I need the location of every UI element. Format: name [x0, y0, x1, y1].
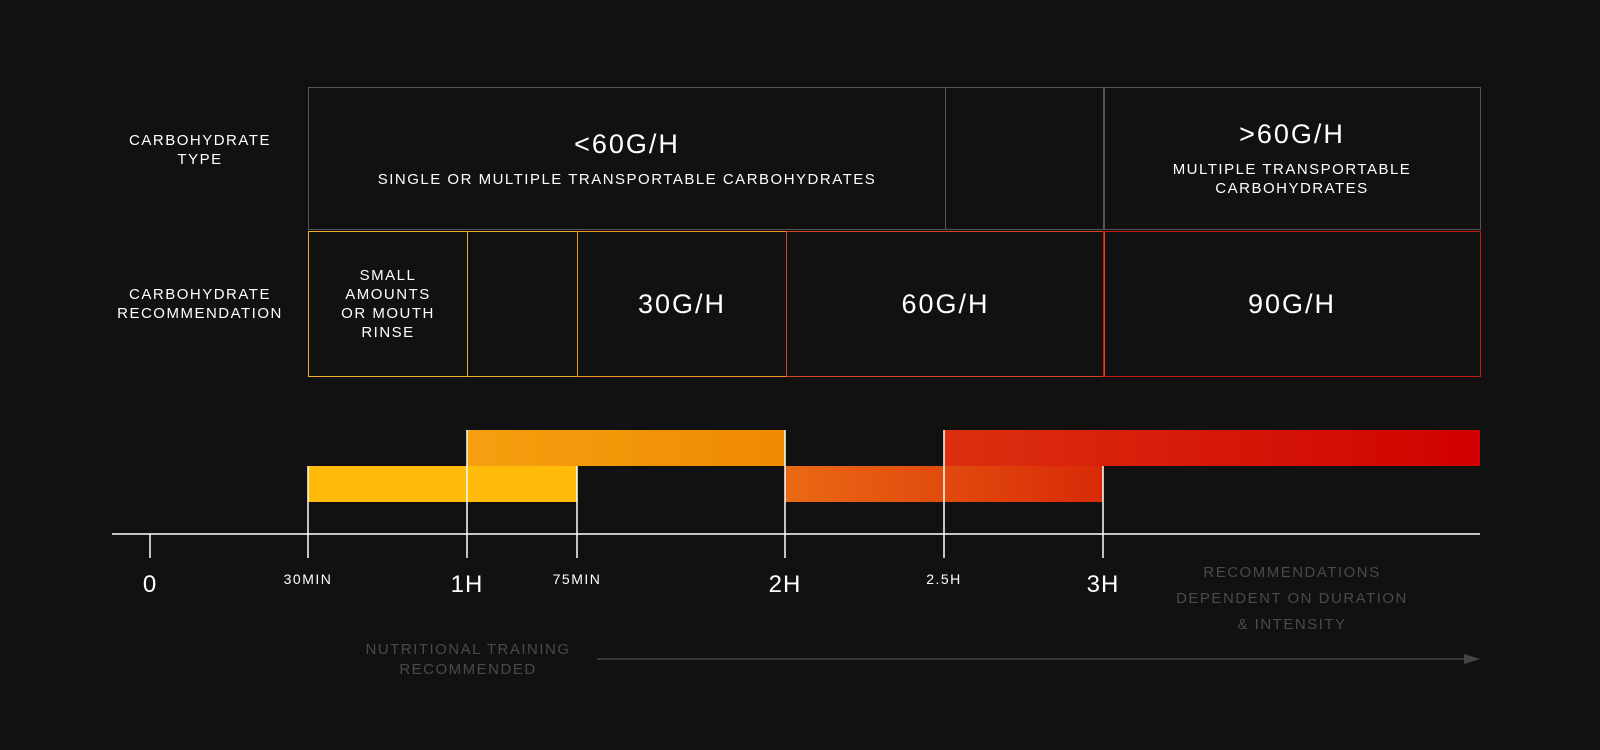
training-note-line2: RECOMMENDED: [399, 661, 537, 678]
duration-note-line1: RECOMMENDATIONS: [1203, 564, 1381, 581]
bar-1h-2h: [467, 430, 785, 466]
rec-cell-90: 90G/H: [1103, 231, 1481, 377]
rec-90-value: 90G/H: [1247, 288, 1337, 319]
type-cell-under-60: <60G/H SINGLE OR MULTIPLE TRANSPORTABLE …: [308, 87, 946, 230]
rec-small-line2: AMOUNTS: [345, 286, 431, 303]
row-label-rec-line2: RECOMMENDATION: [117, 305, 283, 322]
duration-note-line3: & INTENSITY: [1237, 616, 1347, 633]
bar-2-5h-onward: [944, 430, 1480, 466]
bar-30min-75min: [308, 466, 577, 502]
duration-note-line2: DEPENDENT ON DURATION: [1176, 590, 1408, 607]
axis-label-0: 0: [142, 571, 158, 598]
training-note-line1: NUTRITIONAL TRAINING: [365, 641, 571, 658]
row-label-rec-line1: CARBOHYDRATE: [129, 286, 271, 303]
rec-small-line4: RINSE: [361, 324, 415, 341]
row-label-carbohydrate-type: CARBOHYDRATE TYPE: [95, 131, 305, 169]
rec-cell-small-amounts: SMALL AMOUNTS OR MOUTH RINSE: [308, 231, 468, 377]
axis-label-2-5h: 2.5H: [926, 571, 962, 587]
rec-cell-30: 30G/H: [577, 231, 787, 377]
axis-label-75min: 75MIN: [552, 571, 602, 587]
training-arrow-head: [1464, 654, 1480, 664]
axis-label-1h: 1H: [450, 571, 484, 598]
rec-60-value: 60G/H: [901, 288, 990, 319]
rec-30-value: 30G/H: [637, 288, 727, 319]
row-label-carbohydrate-recommendation: CARBOHYDRATE RECOMMENDATION: [95, 285, 305, 323]
type-over-60-value: >60G/H: [1239, 119, 1345, 149]
axis-label-3h: 3H: [1086, 571, 1120, 598]
type-cell-over-60: >60G/H MULTIPLE TRANSPORTABLE CARBOHYDRA…: [1103, 87, 1481, 230]
type-over-60-sub-line1: MULTIPLE TRANSPORTABLE: [1172, 161, 1412, 178]
type-over-60-sub-line2: CARBOHYDRATES: [1215, 180, 1369, 197]
duration-note: RECOMMENDATIONS DEPENDENT ON DURATION & …: [1152, 560, 1432, 638]
rec-small-line3: OR MOUTH: [341, 305, 435, 322]
training-note: NUTRITIONAL TRAINING RECOMMENDED: [348, 640, 588, 680]
axis-label-30min: 30MIN: [283, 571, 333, 587]
type-cell-empty: [945, 87, 1105, 230]
rec-small-line1: SMALL: [359, 267, 417, 284]
row-label-type-line1: CARBOHYDRATE: [129, 132, 271, 149]
type-under-60-sub: SINGLE OR MULTIPLE TRANSPORTABLE CARBOHY…: [377, 170, 877, 188]
axis-label-2h: 2H: [768, 571, 802, 598]
rec-cell-60: 60G/H: [786, 231, 1105, 377]
row-label-type-line2: TYPE: [177, 151, 223, 168]
type-under-60-value: <60G/H: [574, 128, 680, 159]
